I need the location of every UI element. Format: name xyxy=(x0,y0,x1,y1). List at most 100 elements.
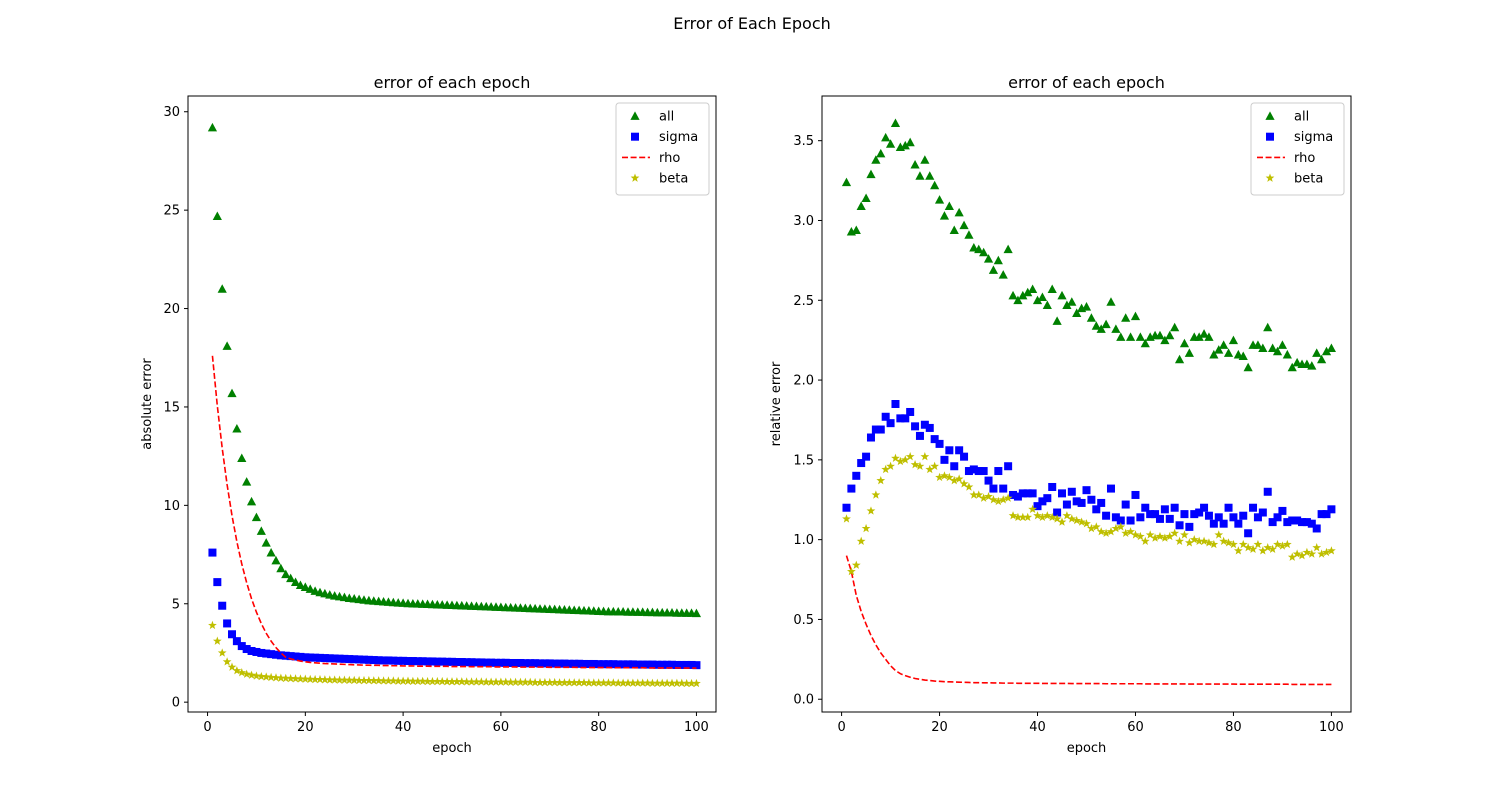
sigma-point xyxy=(1165,514,1174,523)
sigma-point xyxy=(1146,510,1155,519)
series-sigma xyxy=(208,548,701,670)
all-point xyxy=(1047,284,1057,294)
sigma-point xyxy=(692,661,701,670)
beta-point xyxy=(608,678,618,687)
sigma-point xyxy=(594,660,603,669)
all-point xyxy=(934,195,945,204)
beta-point xyxy=(364,675,374,685)
beta-point xyxy=(910,460,920,469)
all-point xyxy=(856,201,866,211)
beta-point xyxy=(511,677,520,686)
sigma-point xyxy=(560,659,569,668)
beta-point xyxy=(300,674,310,683)
sigma-point xyxy=(653,660,662,669)
sigma-point xyxy=(604,660,613,669)
sigma-point xyxy=(1258,508,1267,517)
sigma-point xyxy=(1283,518,1292,527)
beta-point xyxy=(638,678,648,687)
beta-point xyxy=(1209,539,1219,549)
legend-label: rho xyxy=(659,151,680,166)
all-point xyxy=(1037,292,1048,301)
all-point xyxy=(1184,348,1194,357)
y-tick-label: 3.0 xyxy=(793,214,814,229)
sigma-point xyxy=(296,652,305,661)
x-axis-label: epoch xyxy=(1067,741,1107,756)
beta-point xyxy=(540,677,550,687)
sigma-point xyxy=(242,645,251,654)
legend-entry-all: all xyxy=(630,110,674,125)
all-point xyxy=(944,201,954,211)
sigma-point xyxy=(1126,516,1135,525)
beta-point xyxy=(462,677,472,686)
all-point xyxy=(295,580,306,589)
all-point xyxy=(217,284,227,293)
all-point xyxy=(1072,308,1082,317)
legend-label: rho xyxy=(1294,151,1315,166)
x-tick-label: 80 xyxy=(590,720,607,735)
sigma-point xyxy=(555,659,564,668)
all-point xyxy=(1042,300,1052,309)
all-point xyxy=(1243,362,1253,372)
sigma-point xyxy=(969,465,978,474)
all-point xyxy=(964,230,974,239)
all-point xyxy=(890,118,901,128)
y-tick-label: 25 xyxy=(163,204,180,219)
x-tick-label: 0 xyxy=(837,720,845,735)
all-point xyxy=(1170,322,1180,332)
all-point xyxy=(1277,340,1288,349)
all-point xyxy=(1253,340,1263,349)
all-point xyxy=(1258,343,1268,353)
all-point xyxy=(1321,346,1332,356)
beta-point xyxy=(891,453,900,462)
beta-point xyxy=(652,678,662,687)
sigma-point xyxy=(886,419,895,428)
beta-point xyxy=(657,678,667,687)
sigma-point xyxy=(633,660,642,669)
beta-point xyxy=(1091,522,1101,531)
beta-point xyxy=(481,677,491,686)
sigma-point xyxy=(369,656,378,665)
all-point xyxy=(993,255,1003,265)
sigma-point xyxy=(399,656,408,665)
beta-point xyxy=(340,675,349,684)
sigma-point xyxy=(482,658,491,667)
sigma-point xyxy=(487,658,496,667)
legend-label: all xyxy=(659,110,674,125)
sigma-point xyxy=(1273,513,1282,522)
all-point xyxy=(1081,302,1092,311)
all-point xyxy=(1263,322,1273,332)
series-beta xyxy=(208,620,701,688)
beta-point xyxy=(925,464,935,474)
all-point xyxy=(954,207,964,217)
beta-point xyxy=(384,676,393,685)
beta-point xyxy=(1121,528,1131,537)
sigma-point xyxy=(1185,522,1194,531)
beta-point xyxy=(271,673,281,682)
beta-point xyxy=(1302,547,1312,557)
beta-point xyxy=(564,678,574,687)
sigma-point xyxy=(228,630,236,639)
all-point xyxy=(1302,359,1312,369)
beta-point xyxy=(633,678,643,687)
sigma-point xyxy=(950,462,959,471)
all-point xyxy=(1326,343,1337,353)
sigma-point xyxy=(989,484,998,493)
legend-entry-beta: beta xyxy=(630,172,688,187)
sigma-point xyxy=(1004,462,1013,471)
beta-point xyxy=(1018,512,1028,522)
sigma-point xyxy=(570,659,579,668)
sigma-point xyxy=(452,658,461,667)
beta-point xyxy=(1057,517,1067,526)
sigma-point xyxy=(291,652,300,661)
beta-point xyxy=(423,676,432,686)
legend-swatch-point xyxy=(630,111,640,120)
sigma-point xyxy=(1190,510,1199,519)
sigma-point xyxy=(492,658,500,667)
beta-point xyxy=(1317,549,1326,558)
sigma-point xyxy=(550,659,559,668)
sigma-point xyxy=(682,660,691,669)
beta-point xyxy=(442,677,452,686)
all-point xyxy=(881,132,891,142)
all-point xyxy=(1199,329,1209,338)
beta-point xyxy=(388,676,398,685)
